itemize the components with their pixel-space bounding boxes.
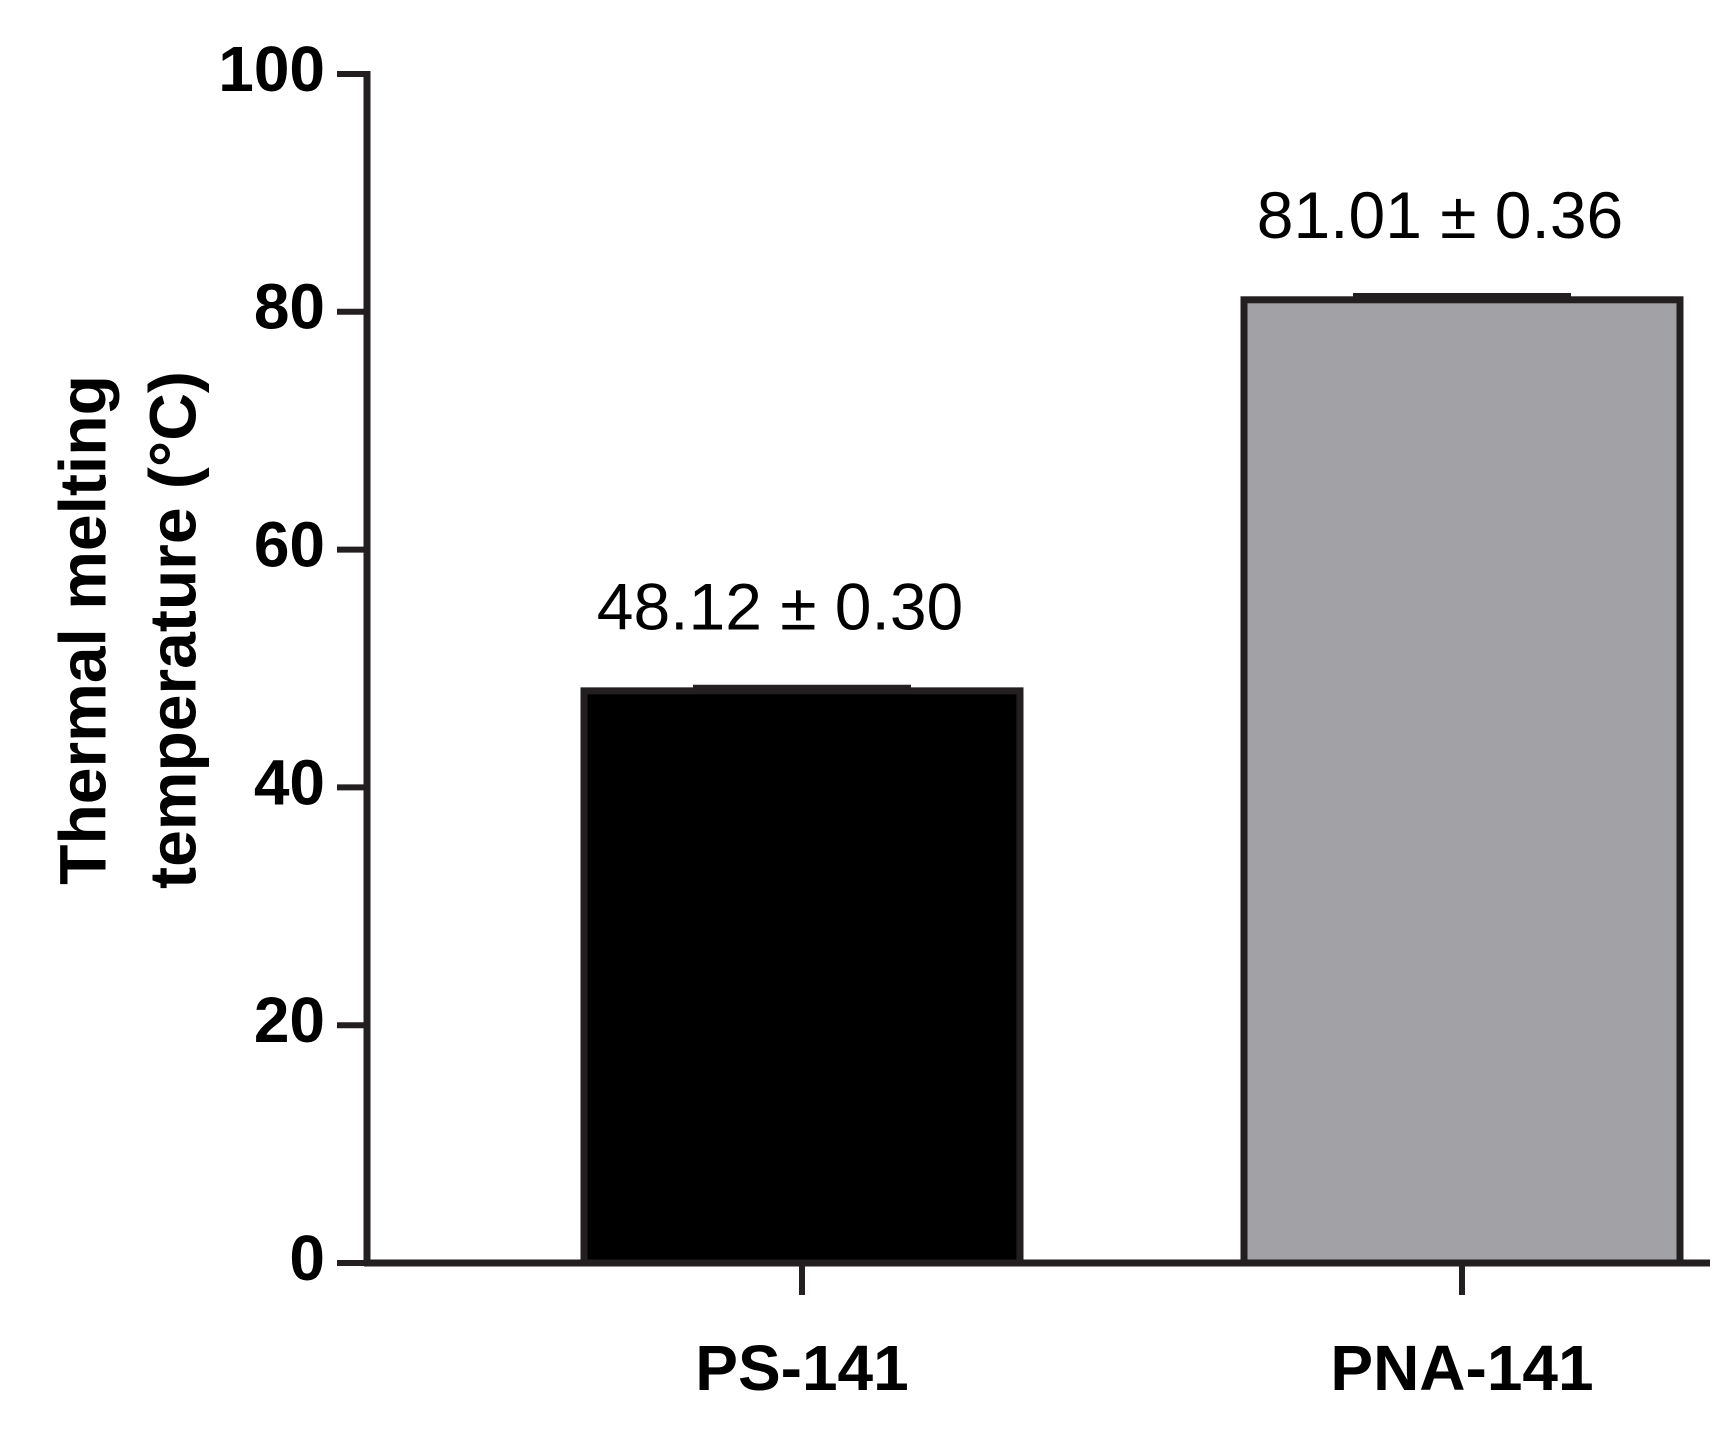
x-tick-label-pna-141: PNA-141 [1330,1332,1593,1404]
y-axis-label: Thermal melting temperature (°C) [45,371,209,889]
value-label: 81.01 ± 0.36 [1257,178,1624,252]
y-tick-label: 40 [254,746,325,818]
y-tick-label: 60 [254,509,325,581]
bars [580,296,1684,1267]
value-label: 48.12 ± 0.30 [597,570,964,644]
y-tick-label: 100 [218,33,325,105]
value-labels: 48.12 ± 0.30 81.01 ± 0.36 [597,178,1624,644]
x-axis-ticks: PS-141 PNA-141 [695,1263,1594,1404]
y-tick-label: 20 [254,984,325,1056]
x-tick-label-ps-141: PS-141 [695,1332,908,1404]
bar-pna-141 [1240,296,1684,1267]
y-tick-label: 80 [254,271,325,343]
y-axis-label-line: Thermal melting [45,375,119,885]
y-axis-ticks: 0 20 40 60 80 100 [218,33,367,1294]
axes [363,71,1710,1267]
error-bars [693,293,1571,691]
bar-ps-141 [580,687,1024,1267]
y-tick-label: 0 [289,1222,325,1294]
y-axis-label-line: temperature (°C) [135,371,209,889]
